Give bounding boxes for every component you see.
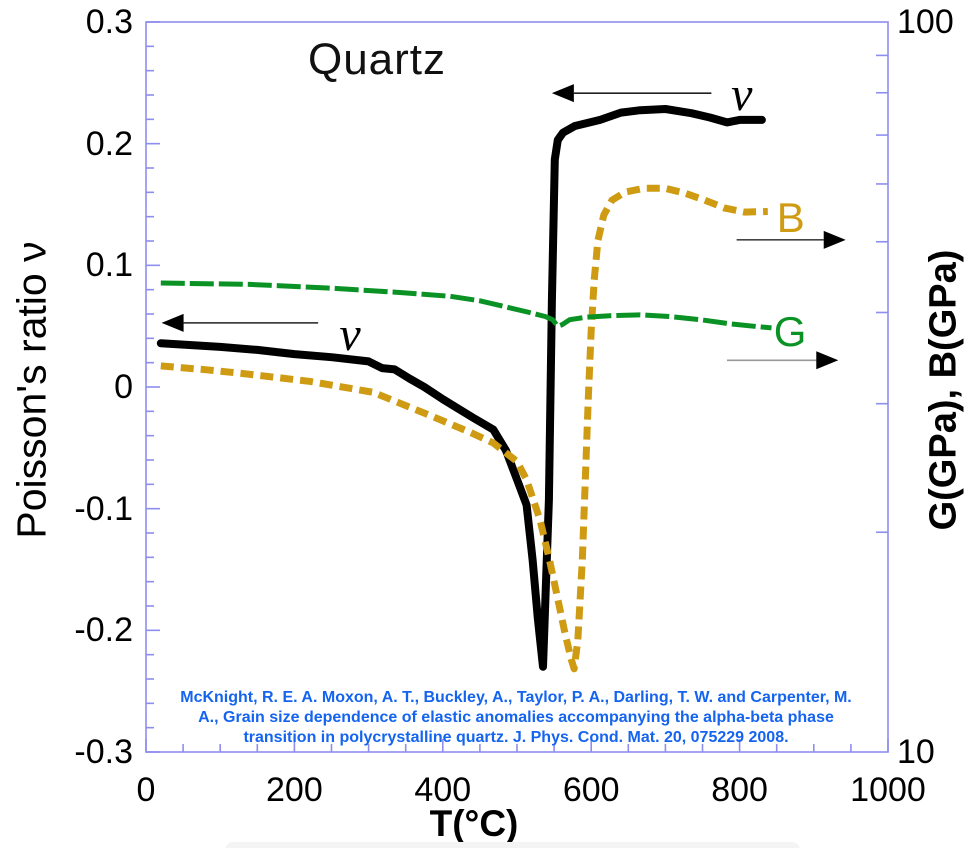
y-right-tick-label: 10 bbox=[897, 733, 935, 771]
B-label-text: B bbox=[776, 193, 805, 241]
y-left-tick-label: -0.2 bbox=[74, 611, 133, 650]
y-left-tick-label: 0.1 bbox=[85, 246, 133, 285]
y-left-tick-label: 0.2 bbox=[85, 124, 133, 163]
nu-upper-arrow-head bbox=[551, 84, 574, 103]
nu-lower-arrow-head bbox=[161, 313, 184, 332]
citation-line: transition in polycrystalline quartz. J.… bbox=[243, 729, 789, 746]
curve-G bbox=[160, 280, 772, 331]
y-right-axis-label: G(GPa), B(GPa) bbox=[922, 249, 965, 531]
y-left-tick-label: -0.3 bbox=[74, 733, 133, 771]
B-label-arrow-head bbox=[823, 230, 846, 249]
y-left-tick-label: 0.3 bbox=[85, 3, 133, 41]
bottom-window-edge bbox=[225, 842, 800, 848]
citation-line: McKnight, R. E. A. Moxon, A. T., Buckley… bbox=[180, 689, 852, 706]
x-tick-label: 600 bbox=[562, 771, 620, 809]
chart-title: Quartz bbox=[307, 35, 447, 84]
y-left-tick-label: 0 bbox=[114, 368, 133, 406]
x-tick-label: 0 bbox=[136, 771, 156, 809]
plot-frame bbox=[145, 21, 889, 753]
x-tick-label: 400 bbox=[414, 771, 472, 809]
G-label-arrow-head bbox=[816, 351, 839, 370]
citation: McKnight, R. E. A. Moxon, A. T., Buckley… bbox=[151, 688, 881, 748]
nu-upper-text: ν bbox=[731, 68, 753, 121]
x-tick-label: 800 bbox=[711, 771, 768, 809]
curve-nu bbox=[156, 105, 766, 671]
G-label-text: G bbox=[773, 308, 807, 356]
x-tick-label: 1000 bbox=[850, 771, 926, 809]
x-axis-label: T(°C) bbox=[429, 803, 519, 844]
y-left-axis-label: Poisson's ratio ν bbox=[8, 241, 55, 539]
y-right-tick-label: 100 bbox=[897, 3, 954, 41]
nu-lower-text: ν bbox=[339, 308, 361, 362]
citation-line: A., Grain size dependence of elastic ano… bbox=[198, 709, 834, 726]
x-tick-label: 200 bbox=[266, 771, 323, 809]
curve-B bbox=[160, 184, 768, 673]
y-left-tick-label: -0.1 bbox=[74, 489, 133, 528]
